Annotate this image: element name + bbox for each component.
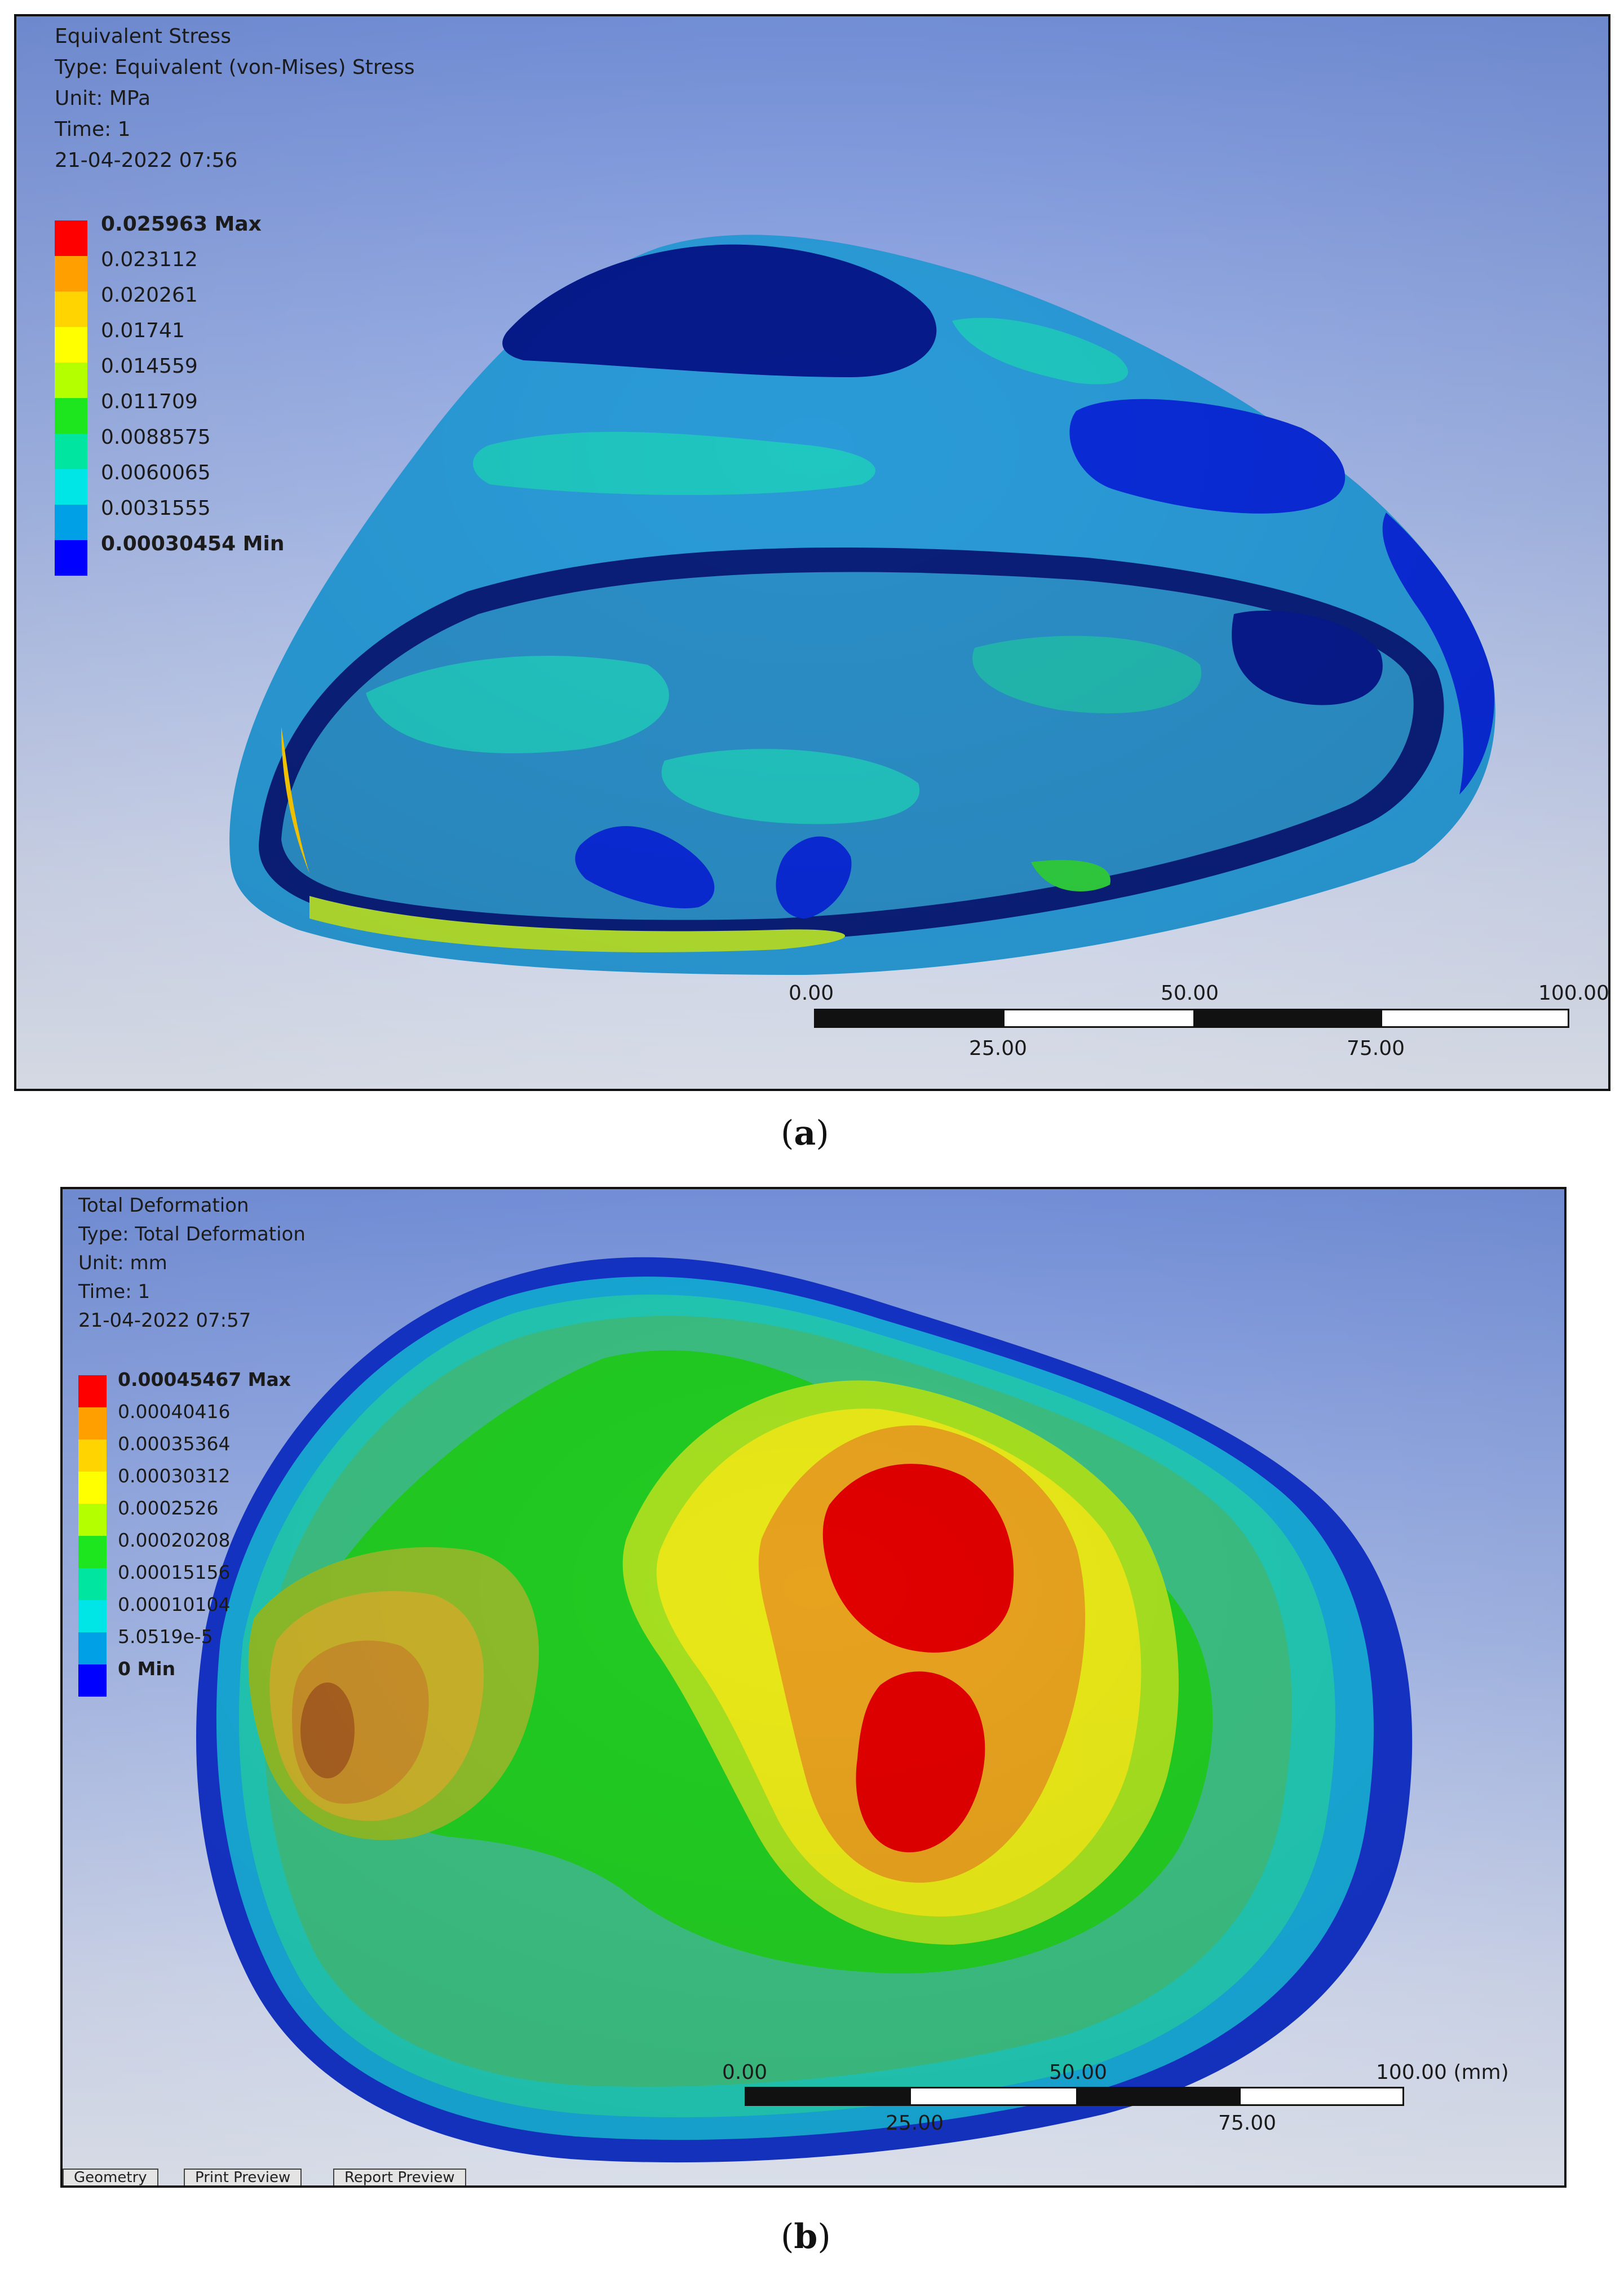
legend-label: 0.00035364: [118, 1433, 231, 1455]
legend-swatch: [55, 540, 87, 576]
legend-swatch: [78, 1472, 107, 1504]
result-unit: Unit: mm: [78, 1252, 167, 1274]
result-type: Type: Total Deformation: [78, 1223, 306, 1246]
caption-b: (b): [781, 2217, 831, 2256]
legend-swatch: [55, 505, 87, 540]
result-time: Time: 1: [55, 118, 131, 141]
stress-contour-model: [16, 16, 1608, 1089]
result-info: Total Deformation Type: Total Deformatio…: [78, 1191, 306, 1335]
scale-tick-25: 25.00: [886, 2112, 944, 2135]
legend-label: 0.00030312: [118, 1465, 231, 1487]
legend-label: 0.0031555: [101, 497, 211, 520]
legend-label: 0.0088575: [101, 426, 211, 449]
legend-swatch: [78, 1375, 107, 1407]
legend-label: 0.0002526: [118, 1497, 219, 1519]
legend-label: 0.0060065: [101, 461, 211, 484]
scale-tick-75: 75.00: [1347, 1037, 1405, 1060]
legend-swatch: [78, 1504, 107, 1536]
tab-geometry[interactable]: Geometry: [63, 2169, 158, 2185]
legend-label: 0.014559: [101, 355, 198, 378]
legend-swatch: [78, 1632, 107, 1664]
scale-tick-100: 100.00: [1538, 982, 1609, 1005]
legend-label: 0.00030454 Min: [101, 532, 285, 555]
legend-label: 0.00045467 Max: [118, 1368, 291, 1390]
caption-a: (a): [781, 1114, 829, 1153]
view-tabs: Geometry Print Preview Report Preview: [63, 2169, 570, 2185]
result-time: Time: 1: [78, 1280, 151, 1303]
legend-label: 0.011709: [101, 390, 198, 413]
legend-swatch: [78, 1568, 107, 1600]
legend-swatch: [55, 220, 87, 256]
legend-label: 5.0519e-5: [118, 1626, 213, 1648]
scale-tick-50: 50.00: [1161, 982, 1219, 1005]
stress-viewport[interactable]: Equivalent Stress Type: Equivalent (von-…: [14, 14, 1610, 1091]
legend-swatch: [55, 327, 87, 363]
scale-tick-100: 100.00 (mm): [1376, 2061, 1509, 2084]
scale-tick-25: 25.00: [969, 1037, 1028, 1060]
legend-swatch: [55, 256, 87, 292]
deformation-contour-model: [63, 1189, 1564, 2185]
legend-swatch: [55, 434, 87, 469]
scale-bar-body: [814, 1009, 1569, 1028]
scale-tick-0: 0.00: [722, 2061, 768, 2084]
legend-swatch: [55, 363, 87, 398]
legend-label: 0.00020208: [118, 1529, 231, 1551]
legend-label: 0.00015156: [118, 1561, 231, 1583]
tab-print-preview[interactable]: Print Preview: [184, 2169, 302, 2185]
legend-swatch: [78, 1600, 107, 1632]
scale-tick-50: 50.00: [1049, 2061, 1108, 2084]
deformation-viewport[interactable]: Total Deformation Type: Total Deformatio…: [60, 1187, 1567, 2188]
result-info: Equivalent Stress Type: Equivalent (von-…: [55, 21, 415, 176]
legend-swatch: [55, 398, 87, 434]
legend-label: 0 Min: [118, 1658, 176, 1680]
legend-swatch: [55, 469, 87, 505]
result-unit: Unit: MPa: [55, 87, 151, 110]
scale-tick-0: 0.00: [789, 982, 834, 1005]
legend-swatch: [55, 292, 87, 327]
scale-tick-75: 75.00: [1218, 2112, 1277, 2135]
legend-label: 0.023112: [101, 248, 198, 271]
legend-label: 0.020261: [101, 284, 198, 307]
legend-swatch: [78, 1439, 107, 1472]
legend-swatch: [78, 1664, 107, 1697]
tab-report-preview[interactable]: Report Preview: [333, 2169, 466, 2185]
result-date: 21-04-2022 07:57: [78, 1309, 251, 1332]
legend-label: 0.01741: [101, 319, 185, 342]
legend-label: 0.00010104: [118, 1593, 231, 1615]
legend-label: 0.025963 Max: [101, 213, 262, 236]
legend-swatch: [78, 1407, 107, 1439]
legend-label: 0.00040416: [118, 1401, 231, 1423]
legend-swatch: [78, 1536, 107, 1568]
result-title: Equivalent Stress: [55, 25, 231, 48]
scale-bar-body: [745, 2087, 1404, 2106]
result-title: Total Deformation: [78, 1194, 249, 1217]
result-type: Type: Equivalent (von-Mises) Stress: [55, 56, 415, 79]
result-date: 21-04-2022 07:56: [55, 149, 238, 172]
